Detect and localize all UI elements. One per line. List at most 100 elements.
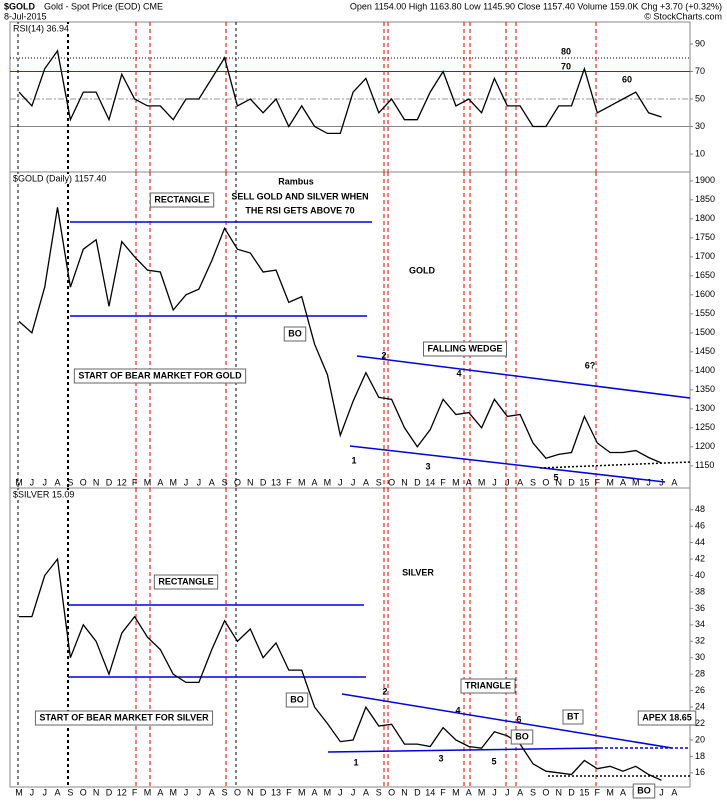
y-tick-label: 18 <box>695 751 705 761</box>
x-tick-label: S <box>67 477 73 487</box>
x-tick-label: A <box>157 787 163 797</box>
y-tick-label: 1200 <box>695 441 715 451</box>
x-tick-label: O <box>388 477 395 487</box>
x-tick-label: D <box>260 477 267 487</box>
annotation: BO <box>637 785 651 795</box>
callout-box <box>283 326 307 342</box>
y-tick-label: 1850 <box>695 194 715 204</box>
annotation: 4 <box>456 368 461 378</box>
panel-title: $SILVER 15.09 <box>13 489 74 499</box>
callout-box <box>423 341 507 357</box>
x-tick-label: J <box>184 477 189 487</box>
x-tick-label: A <box>363 787 369 797</box>
annotation: GOLD <box>409 265 435 275</box>
callout-box <box>149 192 215 208</box>
date: 8-Jul-2015 <box>4 11 47 21</box>
y-tick-label: 1450 <box>695 346 715 356</box>
symbol: $GOLD <box>4 1 36 11</box>
x-tick-label: J <box>197 477 202 487</box>
y-tick-label: 46 <box>695 521 705 531</box>
y-tick-label: 40 <box>695 570 705 580</box>
x-tick-label: J <box>42 787 47 797</box>
x-tick-label: M <box>15 787 23 797</box>
x-tick-label: A <box>620 477 626 487</box>
x-tick-label: O <box>80 787 87 797</box>
x-tick-label: F <box>440 477 446 487</box>
annotation: 1 <box>353 757 358 767</box>
annotation: THE RSI GETS ABOVE 70 <box>245 205 354 215</box>
x-tick-label: 14 <box>425 477 435 487</box>
x-tick-label: J <box>492 787 497 797</box>
x-tick-label: D <box>260 787 267 797</box>
panel-frame <box>9 171 691 489</box>
title-bg <box>11 490 99 500</box>
y-tick-label: 1350 <box>695 384 715 394</box>
x-tick-label: M <box>169 477 177 487</box>
y-tick-label: 24 <box>695 701 705 711</box>
y-tick-label: 1600 <box>695 289 715 299</box>
x-tick-label: M <box>298 787 306 797</box>
trend-line <box>327 747 601 753</box>
y-tick-label: 1900 <box>695 175 715 185</box>
x-tick-label: J <box>42 477 47 487</box>
annotation: 3 <box>425 461 430 471</box>
y-tick-label: 1300 <box>695 403 715 413</box>
x-tick-label: J <box>338 787 343 797</box>
x-tick-label: 15 <box>579 787 589 797</box>
annotation: START OF BEAR MARKET FOR GOLD <box>78 370 242 380</box>
x-tick-label: M <box>298 477 306 487</box>
annotation: 5 <box>491 756 496 766</box>
price-line <box>18 49 662 135</box>
x-tick-label: N <box>247 787 254 797</box>
y-tick-label: 28 <box>695 669 705 679</box>
x-tick-label: A <box>209 477 215 487</box>
y-tick-label: 48 <box>695 504 705 514</box>
x-tick-label: M <box>144 787 152 797</box>
y-tick-label: 20 <box>695 734 705 744</box>
y-tick-label: 1250 <box>695 422 715 432</box>
x-tick-label: F <box>286 477 292 487</box>
x-tick-label: A <box>671 787 677 797</box>
x-tick-label: M <box>452 477 460 487</box>
x-tick-label: J <box>351 787 356 797</box>
price-line <box>19 557 662 781</box>
x-tick-label: 12 <box>117 787 127 797</box>
x-tick-label: J <box>184 787 189 797</box>
trend-line <box>356 355 691 399</box>
annotation: 60 <box>622 74 632 84</box>
x-tick-label: J <box>659 787 664 797</box>
x-tick-label: A <box>55 477 61 487</box>
trend-line <box>341 693 673 749</box>
x-tick-label: O <box>234 477 241 487</box>
x-tick-label: A <box>55 787 61 797</box>
x-tick-label: 14 <box>425 787 435 797</box>
y-tick-label: 1800 <box>695 213 715 223</box>
x-tick-label: M <box>478 477 486 487</box>
x-tick-label: O <box>80 477 87 487</box>
x-tick-label: F <box>595 787 601 797</box>
x-tick-label: J <box>351 477 356 487</box>
annotation: RECTANGLE <box>154 194 209 204</box>
y-tick-label: 1700 <box>695 251 715 261</box>
callout-box <box>637 710 697 726</box>
annotation: 1 <box>351 455 356 465</box>
x-tick-label: A <box>312 787 318 797</box>
x-tick-label: J <box>492 477 497 487</box>
annotation: 2 <box>382 686 387 696</box>
x-tick-label: D <box>568 477 575 487</box>
x-tick-label: F <box>440 787 446 797</box>
annotation: 3 <box>438 753 443 763</box>
y-tick-label: 1400 <box>695 365 715 375</box>
x-tick-label: F <box>286 787 292 797</box>
annotation: BO <box>290 694 304 704</box>
callout-box <box>285 692 309 708</box>
annotation: BO <box>288 328 302 338</box>
panel-frame <box>9 21 691 173</box>
callout-box <box>34 710 214 726</box>
x-tick-label: N <box>401 787 408 797</box>
annotation: RECTANGLE <box>158 576 213 586</box>
x-tick-label: 12 <box>117 477 127 487</box>
x-tick-label: O <box>388 787 395 797</box>
panel-title: RSI(14) 36.94 <box>13 23 69 33</box>
